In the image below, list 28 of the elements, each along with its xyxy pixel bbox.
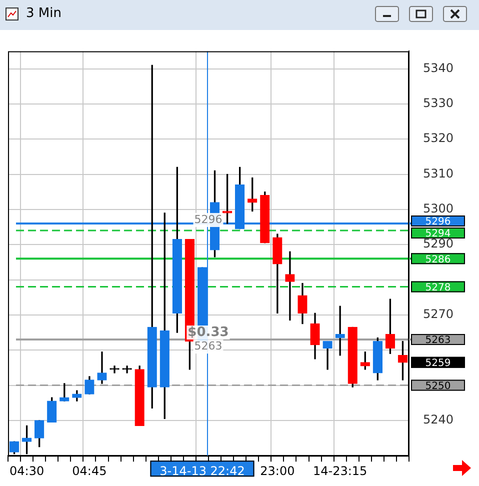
candlestick bbox=[322, 340, 332, 370]
candlestick bbox=[97, 352, 107, 384]
y-tick-label: 5330 bbox=[423, 96, 454, 110]
ref-line-label: 5278 bbox=[425, 282, 451, 294]
ref-line-label: 5250 bbox=[425, 380, 451, 392]
ref-line-label: 5296 bbox=[425, 216, 451, 228]
annotation: 5263 bbox=[194, 339, 222, 352]
y-tick-label: 5240 bbox=[423, 412, 454, 427]
text: 5259 bbox=[425, 358, 451, 370]
ref-line-label: 5263 bbox=[425, 335, 451, 346]
candlestick bbox=[335, 306, 345, 356]
candlestick bbox=[110, 366, 120, 374]
annotation: 5296 bbox=[194, 212, 222, 226]
y-tick-label: 5300 bbox=[423, 202, 454, 216]
x-tick-label: 04:45 bbox=[72, 464, 107, 478]
x-tick-label: 04:30 bbox=[10, 464, 44, 478]
x-tick-label: 14-23:15 bbox=[312, 464, 368, 478]
x-tick-label: 3-14-13 22:42 bbox=[160, 464, 245, 478]
y-tick-label: 5340 bbox=[423, 60, 454, 75]
y-tick-label: 5310 bbox=[423, 166, 454, 180]
y-tick-label: 5320 bbox=[423, 131, 454, 146]
chart-title: 3 Min bbox=[26, 6, 62, 21]
annotation: $0.33 bbox=[188, 324, 229, 340]
y-tick-label: 5270 bbox=[423, 307, 454, 322]
x-tick-label: 23:00 bbox=[260, 464, 295, 478]
ref-line-label: 5286 bbox=[425, 254, 451, 266]
candlestick bbox=[285, 251, 295, 321]
candlestick bbox=[122, 366, 132, 374]
